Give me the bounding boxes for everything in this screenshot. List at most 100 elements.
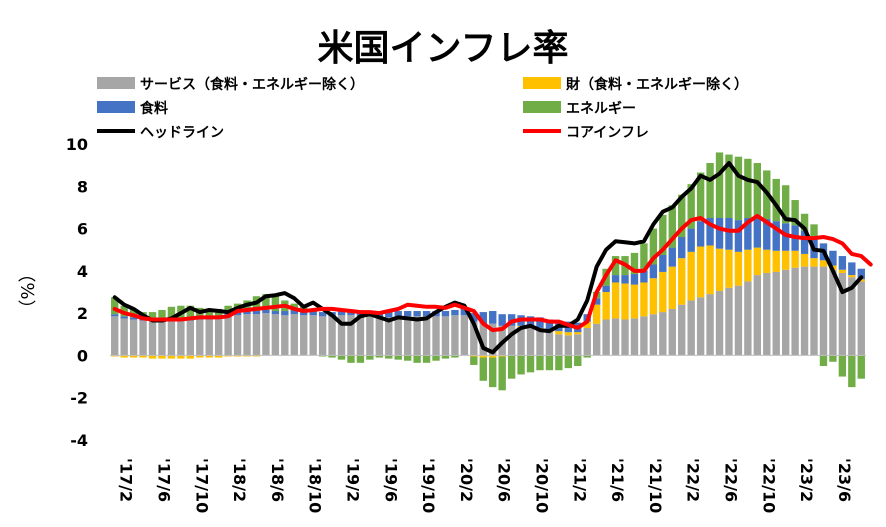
y-axis: 10 8 6 4 2 0 -2 -4 bbox=[66, 135, 88, 450]
bar-segment bbox=[791, 200, 799, 226]
bar-segment bbox=[810, 266, 818, 356]
bar-segment bbox=[507, 355, 516, 379]
bar-segment bbox=[158, 320, 166, 356]
x-tick-label: '21/2 bbox=[570, 458, 589, 502]
bar-segment bbox=[489, 355, 497, 358]
bar-segment bbox=[318, 355, 327, 357]
bar-segment bbox=[224, 305, 232, 313]
headline-line bbox=[112, 161, 864, 355]
bar-segment bbox=[725, 154, 733, 218]
bar-segment bbox=[252, 314, 261, 356]
bar-segment bbox=[167, 319, 176, 356]
bar-segment bbox=[498, 314, 506, 326]
bar-segment bbox=[432, 355, 440, 361]
x-tick-label: '18/2 bbox=[230, 458, 249, 502]
x-tick-label: '23/2 bbox=[797, 458, 816, 502]
legend-label-food: 食料 bbox=[140, 100, 168, 117]
bar-segment bbox=[725, 287, 733, 356]
bar-segment bbox=[857, 281, 865, 356]
bar-segment bbox=[526, 316, 535, 327]
bar-segment bbox=[564, 335, 573, 356]
bar-segment bbox=[611, 282, 620, 319]
bar-segment bbox=[725, 218, 733, 250]
bar-segment bbox=[224, 355, 232, 357]
bar-segment bbox=[328, 316, 336, 356]
bar-segment bbox=[687, 251, 695, 301]
bar-segment bbox=[186, 305, 195, 319]
bar-segment bbox=[734, 220, 743, 252]
bar-segment bbox=[167, 306, 176, 318]
bar-segment bbox=[781, 269, 790, 356]
bar-segment bbox=[781, 250, 790, 270]
bar-segment bbox=[111, 316, 119, 356]
bar-segment bbox=[630, 252, 639, 275]
bar-segment bbox=[422, 316, 431, 356]
bar-segment bbox=[271, 311, 280, 315]
bar-segment bbox=[678, 237, 686, 259]
bar-segment bbox=[196, 319, 204, 356]
bar-segment bbox=[318, 316, 327, 356]
bar-segment bbox=[602, 292, 610, 320]
bar-segment bbox=[243, 355, 251, 357]
bar-segment bbox=[441, 316, 450, 356]
legend-label-goods: 財（食料・エネルギー除く） bbox=[565, 76, 748, 93]
bar-segment bbox=[158, 309, 166, 319]
bar-segment bbox=[214, 355, 223, 358]
bar-segment bbox=[129, 355, 138, 358]
bar-segment bbox=[800, 230, 809, 254]
bar-segment bbox=[347, 355, 355, 363]
bar-segment bbox=[583, 321, 591, 328]
bar-segment bbox=[659, 214, 667, 255]
bar-segment bbox=[252, 355, 261, 357]
bar-segment bbox=[772, 271, 780, 356]
bar-segment bbox=[545, 355, 554, 371]
bar-segment bbox=[706, 163, 714, 218]
bar-segment bbox=[120, 355, 128, 358]
y-tick-label: 2 bbox=[77, 304, 88, 323]
y-tick-label: -2 bbox=[70, 389, 88, 408]
bar-segment bbox=[489, 311, 497, 324]
x-tick-label: '19/6 bbox=[381, 458, 400, 502]
y-tick-label: 4 bbox=[77, 262, 88, 281]
bar-segment bbox=[394, 355, 402, 360]
bar-segment bbox=[848, 262, 856, 276]
bar-segment bbox=[375, 355, 384, 358]
x-tick-label: '17/10 bbox=[192, 458, 211, 513]
x-tick-label: '21/10 bbox=[646, 458, 665, 513]
bar-segment bbox=[583, 327, 591, 356]
bar-segment bbox=[186, 355, 195, 359]
bar-segment bbox=[706, 218, 714, 246]
bar-segment bbox=[403, 316, 412, 356]
bar-segment bbox=[696, 172, 705, 222]
x-tick-label: '22/6 bbox=[722, 458, 741, 502]
legend-label-energy: エネルギー bbox=[566, 100, 636, 117]
bar-segment bbox=[252, 311, 261, 315]
bar-segment bbox=[848, 277, 856, 356]
bar-segment bbox=[838, 272, 847, 356]
bar-segment bbox=[366, 355, 374, 360]
bar-segment bbox=[403, 355, 412, 361]
bar-segment bbox=[696, 221, 705, 247]
bar-segment bbox=[309, 315, 317, 356]
bar-segment bbox=[281, 315, 289, 356]
bar-segment bbox=[829, 355, 837, 362]
bar-segment bbox=[659, 255, 667, 272]
bar-segment bbox=[687, 228, 695, 252]
chart-title: 米国インフレ率 bbox=[318, 28, 569, 69]
bar-segment bbox=[148, 312, 157, 319]
bar-segment bbox=[763, 272, 771, 356]
bar-segment bbox=[611, 256, 620, 276]
x-tick-label: '22/10 bbox=[759, 458, 778, 513]
bar-segment bbox=[715, 248, 724, 291]
x-tick-label: '18/10 bbox=[306, 458, 325, 513]
bar-segment bbox=[781, 185, 790, 224]
bar-segment bbox=[810, 258, 818, 267]
bar-segment bbox=[630, 284, 639, 319]
bar-segment bbox=[479, 357, 487, 381]
bar-segment bbox=[555, 334, 563, 356]
bar-segment bbox=[715, 290, 724, 356]
bar-segment bbox=[111, 314, 119, 317]
bar-segment bbox=[413, 311, 421, 317]
legend: サービス（食料・エネルギー除く） 財（食料・エネルギー除く） 食料 エネルギー … bbox=[97, 76, 748, 141]
x-tick-label: '19/2 bbox=[344, 458, 363, 502]
